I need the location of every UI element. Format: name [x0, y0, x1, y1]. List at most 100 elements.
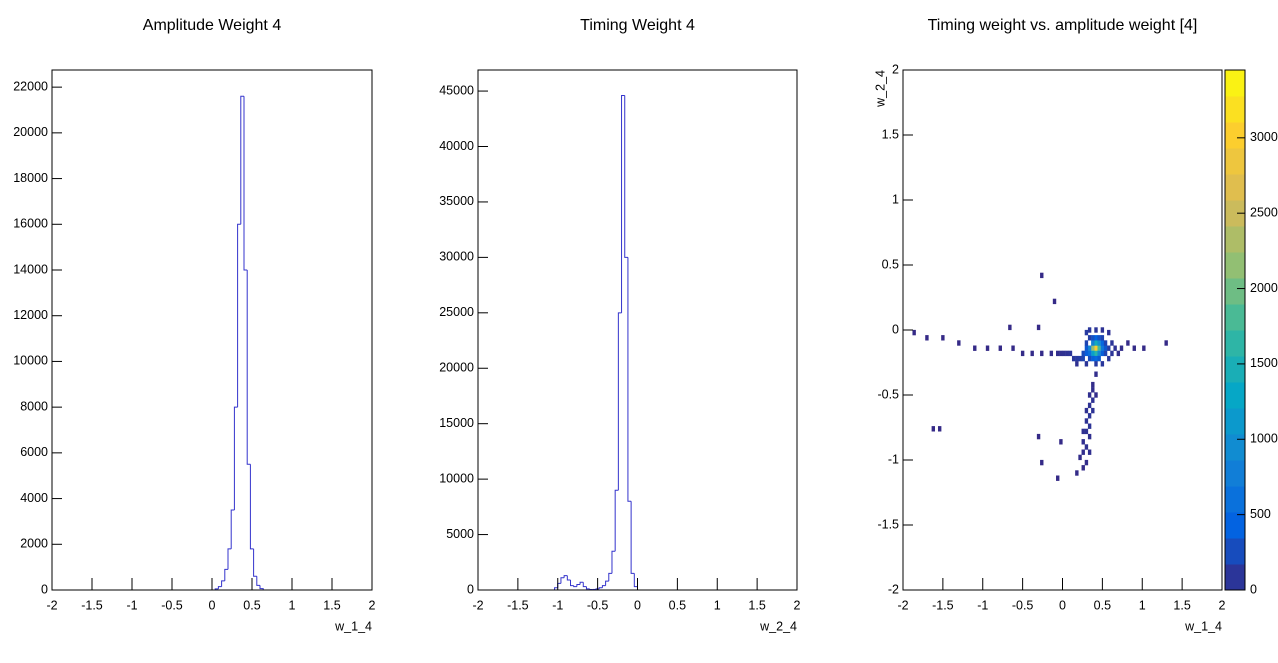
x-tick-label: 1: [289, 598, 296, 612]
heatmap-cell: [1087, 402, 1092, 409]
x-axis-label: w_1_4: [1184, 619, 1222, 633]
heatmap-cell: [1119, 345, 1124, 351]
y-tick-label: 20000: [439, 361, 474, 375]
heatmap-cell: [1062, 350, 1066, 357]
y-tick-label: 15000: [439, 416, 474, 430]
heatmap-cell: [1091, 397, 1095, 403]
histogram-bin: [256, 576, 260, 586]
heatmap-cell: [1103, 340, 1108, 346]
histogram-bin: [224, 568, 228, 581]
plot-frame: [51, 69, 373, 591]
histogram-bin: [605, 580, 609, 586]
histogram-bin: [249, 464, 254, 550]
heatmap-cell: [957, 340, 961, 346]
histogram-bin: [598, 587, 603, 589]
histogram-bin: [554, 587, 558, 590]
heatmap-cell: [1116, 350, 1121, 357]
heatmap-cell: [1097, 345, 1101, 351]
x-tick-label: 1.5: [1173, 598, 1190, 612]
colorbar-tick-label: 3000: [1250, 130, 1278, 144]
heatmap-cell: [1094, 340, 1098, 346]
heatmap-cell: [1091, 340, 1095, 346]
x-tick-label: 2: [794, 598, 801, 612]
histogram-bin: [233, 406, 238, 510]
heatmap-cell: [912, 329, 916, 336]
heatmap-cell: [1091, 345, 1095, 351]
heatmap-cell: [1110, 340, 1114, 346]
heatmap-cell: [1084, 340, 1089, 346]
colorbar-tick-label: 2500: [1250, 205, 1278, 219]
histogram-bin: [576, 583, 581, 587]
y-tick-label: 0.5: [882, 257, 899, 271]
heatmap-cell: [985, 345, 990, 351]
heatmap-cell: [1103, 345, 1108, 351]
y-tick-label: 5000: [446, 527, 474, 541]
x-tick-label: 0: [209, 598, 216, 612]
heatmap-cell: [1065, 350, 1069, 357]
histogram-bin: [627, 257, 632, 502]
heatmap-cell: [1011, 345, 1015, 351]
histogram-bin: [570, 580, 574, 587]
heatmap-cell: [1020, 350, 1025, 357]
x-tick-label: 0: [634, 598, 641, 612]
y-tick-label: 0: [467, 582, 474, 596]
chart-title: Amplitude Weight 4: [143, 17, 282, 34]
y-tick-label: 10000: [13, 354, 48, 368]
colorbar-band: [1225, 460, 1245, 487]
histogram-bin: [237, 223, 241, 408]
histogram-bin: [601, 585, 606, 588]
heatmap-cell: [1094, 392, 1098, 398]
plot-frame: [902, 69, 1223, 591]
histogram-bin: [630, 501, 635, 574]
histogram-bin: [614, 489, 619, 552]
histogram-bin: [243, 96, 248, 271]
heatmap-cell: [1068, 350, 1073, 357]
heatmap-cell: [1087, 423, 1092, 429]
heatmap-cell: [1100, 335, 1105, 341]
y-tick-label: 35000: [439, 194, 474, 208]
y-tick-label: 1.5: [882, 127, 899, 141]
heatmap-cell: [1094, 355, 1098, 362]
heatmap-cell: [1142, 345, 1146, 351]
y-tick-label: 0: [41, 582, 48, 596]
heatmap-cell: [1087, 413, 1092, 419]
heatmap-cell: [1091, 407, 1095, 414]
heatmap-cell: [1087, 355, 1092, 362]
heatmap-cell: [1084, 444, 1089, 450]
y-tick-label: 2000: [20, 537, 48, 551]
heatmap-cell: [1084, 350, 1089, 357]
colorbar-band: [1225, 226, 1245, 253]
heatmap-cell: [931, 426, 936, 432]
heatmap-cell: [941, 335, 945, 341]
histogram-bin: [608, 572, 612, 582]
heatmap-cell: [925, 335, 929, 341]
histogram-bin: [563, 575, 568, 578]
heatmap-cell: [1040, 350, 1044, 357]
x-tick-label: 0.5: [243, 598, 260, 612]
colorbar-tick-label: 1500: [1250, 356, 1278, 370]
heatmap-cell: [1084, 428, 1089, 435]
colorbar-band: [1225, 382, 1245, 409]
y-tick-label: 30000: [439, 250, 474, 264]
histogram-bin: [617, 312, 622, 491]
heatmap-cell: [937, 426, 942, 432]
x-tick-label: 2: [1219, 598, 1226, 612]
heatmap-cell: [1094, 327, 1098, 333]
x-tick-label: -1.5: [932, 598, 954, 612]
histogram-bin: [230, 509, 235, 549]
x-tick-label: -1.5: [81, 598, 103, 612]
heatmap-cell: [1091, 387, 1095, 393]
histogram-bin: [621, 95, 625, 313]
heatmap-cell: [1040, 459, 1044, 466]
colorbar-band: [1225, 122, 1245, 149]
x-tick-label: -2: [897, 598, 908, 612]
histogram-bin: [217, 586, 222, 589]
heatmap-cell: [1049, 350, 1054, 357]
colorbar-band: [1225, 96, 1245, 123]
heatmap-cell: [1094, 345, 1098, 351]
colorbar-band: [1225, 486, 1245, 513]
heatmap-cell: [1056, 350, 1060, 357]
heatmap-cell: [1113, 345, 1117, 351]
y-tick-label: 14000: [13, 262, 48, 276]
